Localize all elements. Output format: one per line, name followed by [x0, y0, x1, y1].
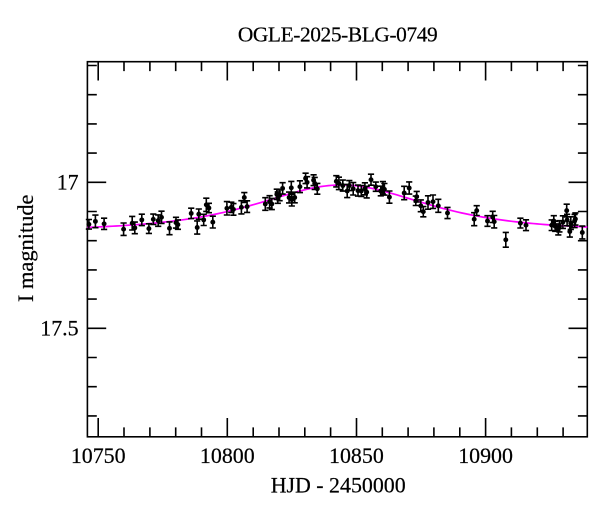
svg-text:HJD - 2450000: HJD - 2450000 [271, 473, 406, 498]
svg-text:I magnitude: I magnitude [13, 194, 38, 302]
svg-text:17.5: 17.5 [40, 316, 78, 341]
svg-text:10900: 10900 [458, 443, 513, 468]
svg-text:10750: 10750 [71, 443, 126, 468]
svg-text:10800: 10800 [200, 443, 255, 468]
svg-text:OGLE-2025-BLG-0749: OGLE-2025-BLG-0749 [238, 22, 438, 46]
svg-text:17: 17 [57, 169, 79, 194]
svg-text:10850: 10850 [329, 443, 384, 468]
